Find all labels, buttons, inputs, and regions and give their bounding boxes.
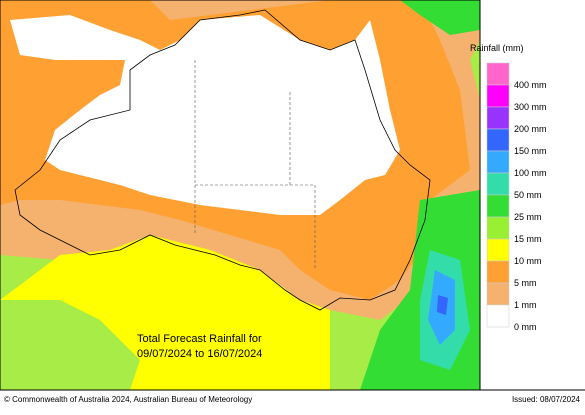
- copyright: © Commonwealth of Australia 2024, Austra…: [4, 395, 252, 404]
- annotation-line: Total Forecast Rainfall for: [137, 333, 262, 345]
- legend-label: 5 mm: [514, 278, 537, 288]
- legend-label: 100 mm: [514, 168, 547, 178]
- legend-label: 0 mm: [514, 322, 537, 332]
- legend: Rainfall (mm) 400 mm 300 mm 200 mm 150 mm 10…: [470, 38, 585, 338]
- legend-label: 300 mm: [514, 102, 547, 112]
- map: [0, 0, 481, 391]
- legend-label: 400 mm: [514, 80, 547, 90]
- legend-swatch: [486, 62, 510, 86]
- legend-swatch: [486, 172, 510, 196]
- legend-swatch: [486, 150, 510, 174]
- issued-date: Issued: 08/07/2024: [512, 395, 581, 404]
- legend-label: 50 mm: [514, 190, 542, 200]
- legend-swatch: [486, 216, 510, 240]
- annotation-line: 09/07/2024 to 16/07/2024: [137, 348, 262, 360]
- legend-swatch: [486, 106, 510, 130]
- legend-label: 10 mm: [514, 256, 542, 266]
- legend-swatch: [486, 282, 510, 306]
- legend-swatch: [486, 128, 510, 152]
- legend-swatch: [486, 304, 510, 328]
- legend-label: 25 mm: [514, 212, 542, 222]
- legend-swatch: [486, 238, 510, 262]
- legend-label: 150 mm: [514, 146, 547, 156]
- legend-label: 200 mm: [514, 124, 547, 134]
- legend-swatch: [486, 260, 510, 284]
- legend-label: 1 mm: [514, 300, 537, 310]
- legend-title: Rainfall (mm): [470, 43, 524, 53]
- legend-label: 15 mm: [514, 234, 542, 244]
- legend-swatch: [486, 194, 510, 218]
- legend-swatch: [486, 84, 510, 108]
